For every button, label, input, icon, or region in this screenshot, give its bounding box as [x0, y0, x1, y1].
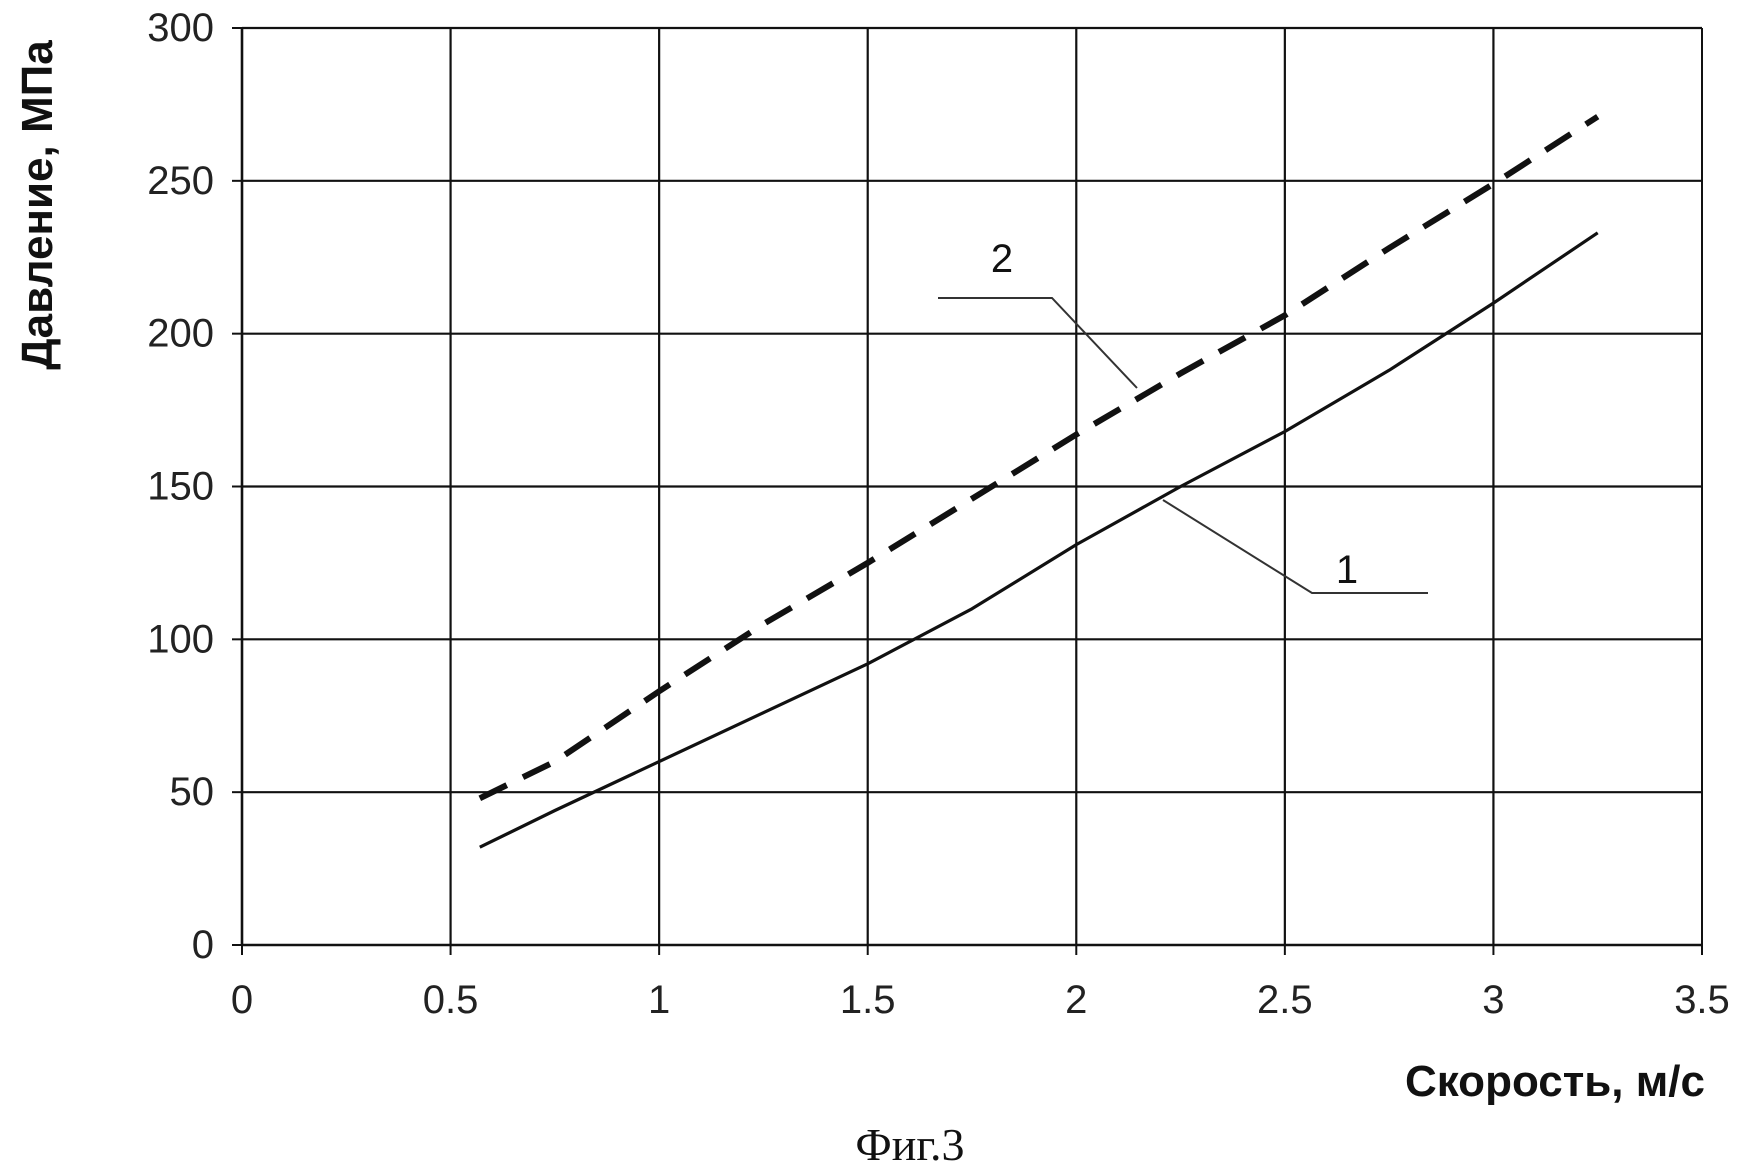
x-tick-label: 3.5: [1674, 978, 1730, 1022]
y-tick-label: 0: [192, 923, 214, 967]
y-ticks: 0 50 100 150 200 250 300: [147, 6, 214, 967]
series-label-2: 2: [991, 237, 1013, 281]
x-tick-label: 0.5: [423, 978, 479, 1022]
y-tick-label: 150: [147, 465, 214, 509]
y-axis-title: Давление, МПа: [13, 40, 62, 370]
x-tick-label: 1: [648, 978, 670, 1022]
y-tick-label: 50: [170, 770, 215, 814]
figure-caption: Фиг.3: [855, 1119, 964, 1169]
axes: [232, 27, 1703, 955]
series-line-1: [479, 231, 1599, 849]
x-tick-label: 0: [231, 978, 253, 1022]
x-tick-label: 3: [1482, 978, 1504, 1022]
y-tick-label: 100: [147, 617, 214, 661]
series-group: [478, 114, 1600, 849]
x-tick-label: 1.5: [840, 978, 896, 1022]
x-axis-title: Скорость, м/с: [1405, 1057, 1705, 1106]
x-ticks: 0 0.5 1 1.5 2 2.5 3 3.5: [231, 978, 1730, 1022]
grid: [242, 26, 1702, 945]
y-tick-label: 200: [147, 312, 214, 356]
leader-line-2: [938, 297, 1138, 389]
x-tick-label: 2: [1065, 978, 1087, 1022]
y-tick-label: 250: [147, 159, 214, 203]
x-tick-label: 2.5: [1257, 978, 1313, 1022]
series-line-2: [478, 114, 1600, 801]
leader-line-1: [1162, 499, 1428, 594]
y-tick-label: 300: [147, 6, 214, 50]
series-leaders: 21: [938, 237, 1428, 594]
series-label-1: 1: [1336, 548, 1358, 592]
